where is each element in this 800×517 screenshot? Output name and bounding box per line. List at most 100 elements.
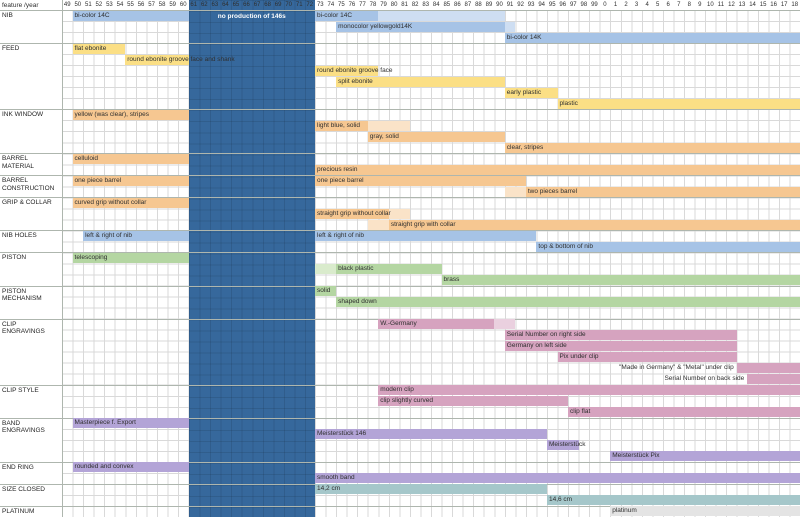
bar-label: left & right of nib (317, 231, 364, 239)
timeline-bar (504, 87, 558, 98)
timeline-bar (388, 219, 800, 230)
bar-label: clip flat (570, 408, 591, 416)
year-label: 99 (591, 2, 598, 8)
timeline-bar (441, 275, 800, 286)
timeline-bar (747, 374, 800, 385)
year-label: 80 (390, 2, 398, 8)
year-label: 16 (770, 2, 777, 8)
section-label: END RING (2, 463, 34, 471)
year-label: 51 (85, 2, 92, 8)
bar-label: brass (443, 276, 460, 284)
timeline-bar (315, 473, 800, 484)
year-label: 4 (645, 2, 649, 8)
timeline-bar (72, 418, 189, 429)
year-label: 1 (613, 2, 618, 8)
year-label: 52 (95, 2, 103, 8)
bar-label: solid (317, 287, 331, 295)
section-separator (0, 252, 800, 254)
bar-label: plastic (559, 99, 578, 107)
section-separator (0, 285, 800, 287)
bar-label: bi-color 14K (506, 33, 542, 41)
year-label: 63 (211, 2, 219, 8)
timeline-bar (557, 98, 800, 109)
timeline-bar (736, 363, 800, 374)
year-label: 2 (624, 2, 628, 8)
timeline-bar (315, 484, 547, 495)
timeline-bar (315, 230, 537, 241)
year-label: 65 (232, 2, 240, 8)
section-separator (0, 109, 800, 111)
year-label: 0 (603, 2, 607, 8)
section-label: PLATINUM (2, 507, 35, 515)
bar-label: shaped down (338, 298, 377, 306)
section-label: FEED (2, 45, 20, 53)
year-label: 12 (728, 2, 735, 8)
section-label: BARREL CONSTRUCTION (2, 177, 55, 192)
year-label: 6 (666, 2, 670, 8)
bar-label: celluloid (74, 154, 99, 162)
timeline-bar (504, 330, 737, 341)
bar-label: Meisterstück 146 (317, 430, 367, 438)
year-label: 66 (243, 2, 250, 8)
year-label: 49 (63, 2, 71, 8)
bar-label: clear, stripes (506, 143, 544, 151)
bar-label: top & bottom of nib (538, 242, 593, 250)
timeline-bar (378, 319, 495, 330)
timeline-bar (367, 120, 410, 131)
year-label: 7 (677, 2, 681, 8)
timeline-bar (388, 208, 410, 219)
timeline-bar (546, 495, 800, 506)
year-label: 84 (432, 2, 440, 8)
bar-label: round ebonite groove face and shank (127, 55, 235, 63)
bar-label: bi-color 14C (317, 11, 353, 19)
timeline-bar (336, 264, 442, 275)
bar-label: two pieces barrel (527, 187, 578, 195)
year-label: 94 (538, 2, 546, 8)
bar-label: Masterpiece f. Export (74, 419, 136, 427)
timeline-bar (367, 219, 389, 230)
bar-label: yellow (was clear), stripes (74, 110, 149, 118)
timeline-bar (378, 396, 569, 407)
no-production-band (188, 0, 315, 517)
year-label: 18 (791, 2, 799, 8)
bar-label: straight grip without collar (317, 209, 391, 217)
year-label: 56 (137, 2, 145, 8)
year-label: 57 (148, 2, 155, 8)
bar-label: one piece barrel (317, 176, 364, 184)
section-label: SIZE CLOSED (2, 485, 45, 493)
section-label: PISTON MECHANISM (2, 287, 42, 303)
year-label: 77 (359, 2, 366, 8)
timeline-bar (367, 131, 505, 142)
bar-label: modern clip (380, 386, 414, 394)
year-label: 88 (475, 2, 482, 8)
year-label: 87 (464, 2, 472, 8)
timeline-bar (315, 175, 526, 186)
year-label: 95 (548, 2, 556, 8)
bar-label: light blue, solid (317, 121, 361, 129)
no-production-label: no production of 146s (217, 13, 286, 20)
year-label: 54 (116, 2, 124, 8)
year-label: 75 (338, 2, 345, 8)
year-label: 50 (74, 2, 82, 8)
section-label: BARREL MATERIAL (2, 155, 35, 170)
year-label: 10 (707, 2, 714, 8)
year-label: 55 (127, 2, 134, 8)
bar-label: smooth band (317, 474, 355, 482)
bar-label: early plastic (506, 88, 542, 96)
bar-label: straight grip with collar (390, 220, 456, 228)
section-label: CLIP ENGRAVINGS (2, 320, 45, 336)
year-label: 90 (496, 2, 503, 8)
year-label: 73 (316, 2, 324, 8)
timeline-bar (315, 164, 800, 175)
timeline-bar (504, 341, 737, 352)
section-label: CLIP STYLE (2, 386, 39, 394)
section-label: INK WINDOW (2, 111, 44, 119)
year-label: 59 (169, 2, 177, 8)
year-label: 67 (253, 2, 261, 8)
year-label: 79 (380, 2, 387, 8)
header-feature-year-label: feature /year (2, 2, 39, 9)
bar-label: Serial Number on right side (506, 331, 586, 339)
year-label: 69 (274, 2, 282, 8)
timeline-bar (610, 506, 800, 517)
